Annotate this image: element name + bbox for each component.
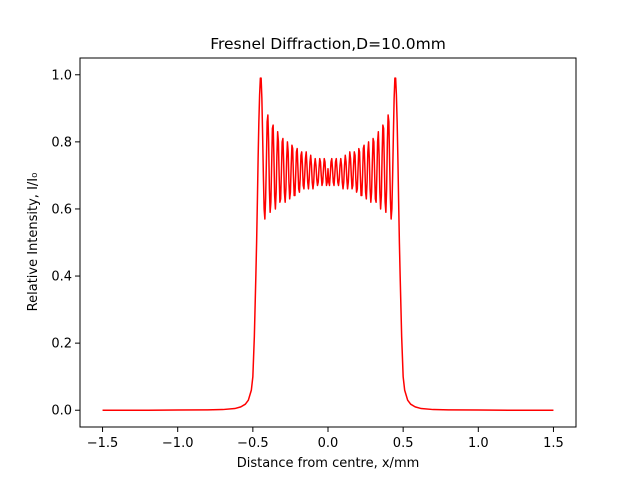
y-tick-label: 0.6 bbox=[51, 202, 72, 217]
y-axis-label: Relative Intensity, I/I₀ bbox=[26, 173, 41, 312]
x-axis-ticks: −1.5 −1.0 −0.5 0.0 0.5 1.0 1.5 bbox=[87, 427, 564, 451]
x-tick-label: −1.0 bbox=[162, 436, 194, 451]
y-tick-label: 0.2 bbox=[51, 337, 72, 352]
plot-layer bbox=[102, 77, 554, 411]
x-axis-label: Distance from centre, x/mm bbox=[237, 456, 420, 471]
x-tick-label: −0.5 bbox=[237, 436, 269, 451]
y-tick-label: 0.8 bbox=[51, 135, 72, 150]
x-tick-label: 0.0 bbox=[318, 436, 339, 451]
x-tick-label: −1.5 bbox=[87, 436, 119, 451]
y-tick-label: 1.0 bbox=[51, 68, 72, 83]
x-tick-label: 0.5 bbox=[393, 436, 414, 451]
x-tick-label: 1.5 bbox=[543, 436, 564, 451]
y-tick-label: 0.0 bbox=[51, 404, 72, 419]
y-tick-label: 0.4 bbox=[51, 270, 72, 285]
y-axis-ticks: 0.0 0.2 0.4 0.6 0.8 1.0 bbox=[51, 68, 80, 419]
chart-title: Fresnel Diffraction,D=10.0mm bbox=[210, 35, 446, 53]
x-tick-label: 1.0 bbox=[468, 436, 489, 451]
intensity-series-line bbox=[102, 77, 554, 411]
